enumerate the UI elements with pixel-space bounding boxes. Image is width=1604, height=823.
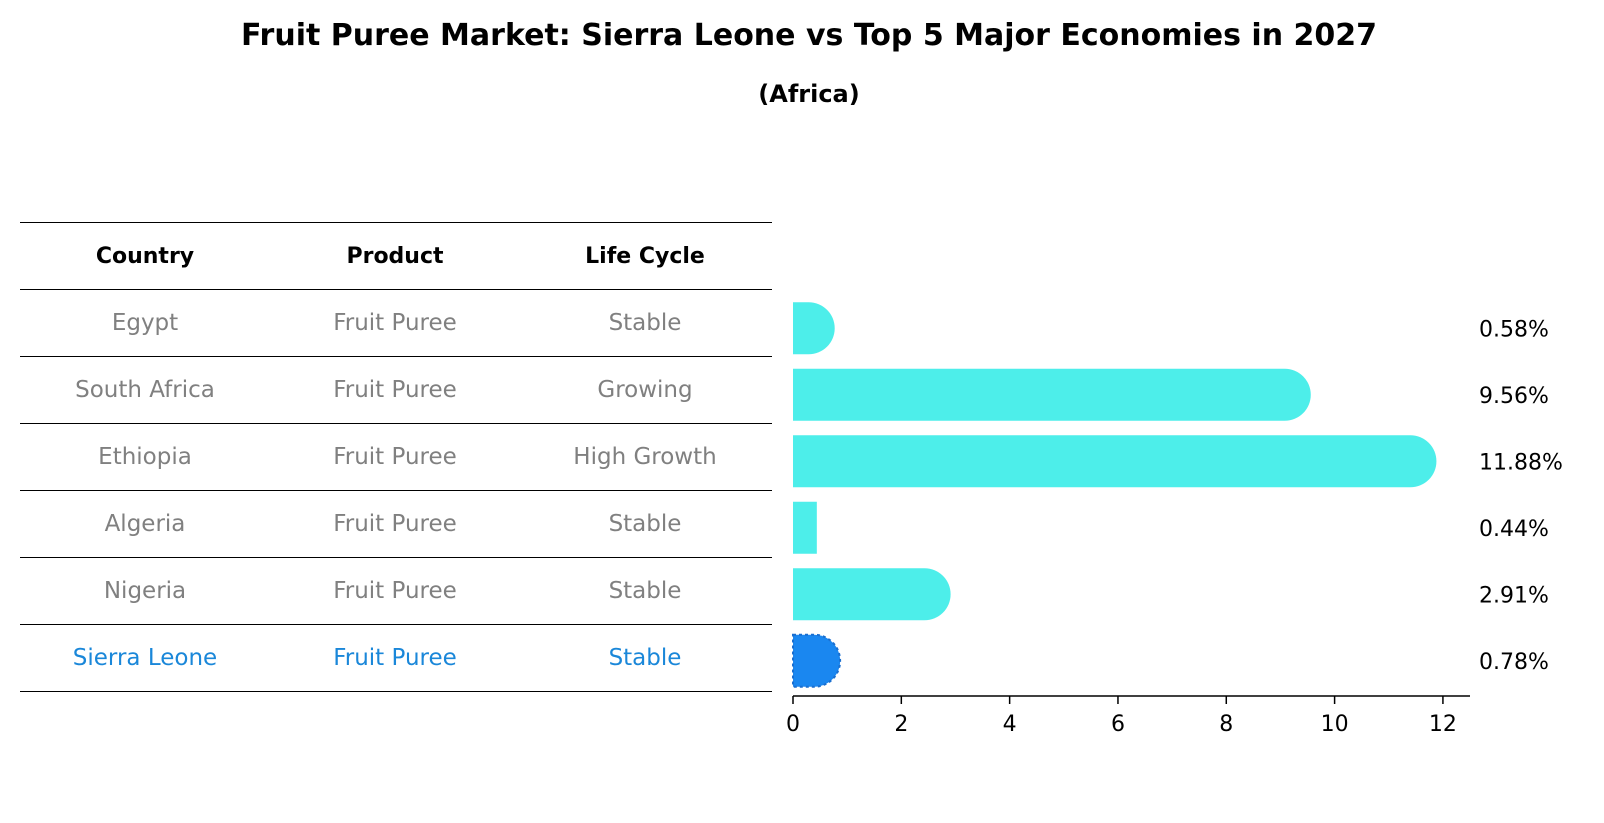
bar-highlight	[792, 633, 842, 688]
data-table: Country Product Life Cycle Egypt Fruit P…	[20, 222, 772, 692]
bar-value-label: 9.56%	[1479, 384, 1549, 409]
chart-title: Fruit Puree Market: Sierra Leone vs Top …	[240, 18, 1377, 53]
x-tick-label: 0	[786, 712, 800, 737]
table-row: Egypt Fruit Puree Stable	[20, 289, 772, 356]
x-tick-label: 6	[1111, 712, 1125, 737]
product-cell: Fruit Puree	[333, 645, 457, 671]
bar-value-label: 2.91%	[1479, 583, 1549, 608]
country-cell: South Africa	[75, 377, 215, 403]
life-cycle-cell: Growing	[597, 377, 693, 403]
header-product: Product	[346, 243, 444, 269]
header-life-cycle: Life Cycle	[585, 243, 705, 269]
table-row-highlight: Sierra Leone Fruit Puree Stable	[20, 624, 772, 692]
product-cell: Fruit Puree	[333, 511, 457, 537]
table-header-row: Country Product Life Cycle	[20, 222, 772, 289]
table-row: Nigeria Fruit Puree Stable	[20, 557, 772, 624]
life-cycle-cell: Stable	[608, 511, 682, 537]
bar	[793, 435, 1437, 488]
x-tick-label: 4	[1003, 712, 1017, 737]
country-cell: Ethiopia	[98, 444, 192, 470]
country-cell: Egypt	[111, 310, 179, 336]
country-cell: Algeria	[104, 511, 186, 537]
chart-subtitle: (Africa)	[758, 80, 860, 108]
bar-value-label: 0.78%	[1479, 650, 1549, 675]
x-tick-label: 10	[1321, 712, 1349, 737]
life-cycle-cell: Stable	[608, 578, 682, 604]
bar-value-label: 0.58%	[1479, 317, 1549, 342]
bar-value-label: 0.44%	[1479, 517, 1549, 542]
x-tick-label: 8	[1219, 712, 1233, 737]
life-cycle-cell: High Growth	[573, 444, 717, 470]
product-cell: Fruit Puree	[333, 444, 457, 470]
country-cell: Sierra Leone	[72, 645, 218, 671]
table-row: Ethiopia Fruit Puree High Growth	[20, 423, 772, 490]
product-cell: Fruit Puree	[333, 310, 457, 336]
life-cycle-cell: Stable	[608, 310, 682, 336]
bar	[793, 368, 1311, 421]
header-country: Country	[95, 243, 195, 269]
table-row: South Africa Fruit Puree Growing	[20, 356, 772, 423]
bar-value-label: 11.88%	[1479, 450, 1563, 475]
product-cell: Fruit Puree	[333, 578, 457, 604]
country-cell: Nigeria	[103, 578, 187, 604]
x-tick-label: 12	[1429, 712, 1457, 737]
product-cell: Fruit Puree	[333, 377, 457, 403]
life-cycle-cell: Stable	[608, 645, 682, 671]
x-tick-label: 2	[894, 712, 908, 737]
bar	[793, 501, 817, 554]
bar	[793, 302, 835, 355]
bar	[793, 568, 951, 621]
table-row: Algeria Fruit Puree Stable	[20, 490, 772, 557]
